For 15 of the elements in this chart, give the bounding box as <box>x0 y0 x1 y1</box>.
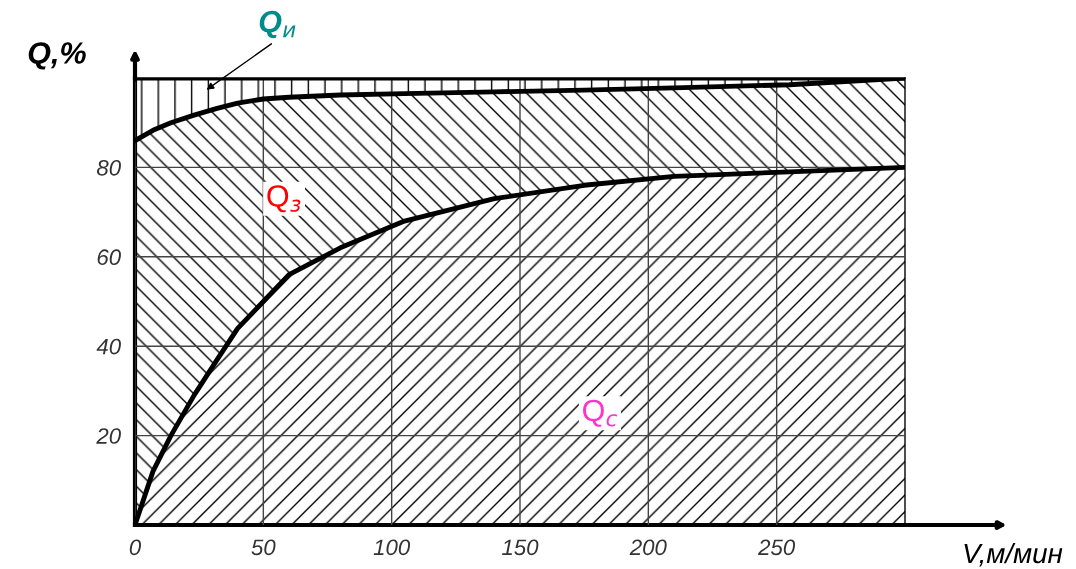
x-tick-label: 50 <box>251 539 276 556</box>
x-tick-label: 250 <box>758 539 796 556</box>
y-tick-label: 80 <box>96 159 121 176</box>
series-label: Q$_{и}$ <box>259 10 296 39</box>
x-tick-label: 150 <box>502 539 539 556</box>
y-axis-title: Q,% <box>28 42 86 70</box>
y-tick-label: 20 <box>96 428 121 444</box>
x-tick-label: 100 <box>373 539 411 556</box>
x-axis-title: V,м/мин <box>964 542 1063 567</box>
y-tick-label: 60 <box>97 249 121 266</box>
x-tick-label: 0 <box>129 539 141 556</box>
series-label: Q$_{з}$ <box>267 185 301 213</box>
series-label: Q$_{с}$ <box>583 399 618 427</box>
x-tick-label: 200 <box>629 539 667 556</box>
y-tick-label: 40 <box>96 338 121 355</box>
